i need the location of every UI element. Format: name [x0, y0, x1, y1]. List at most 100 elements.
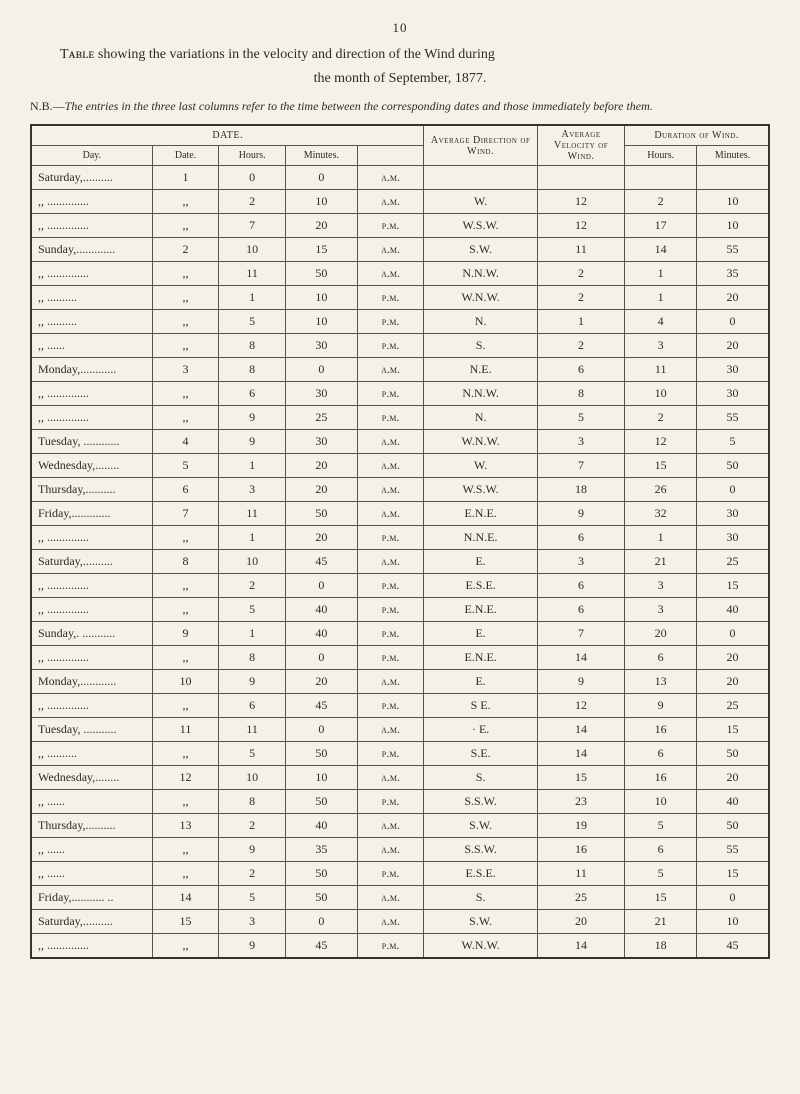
- cell-ampm: p.m.: [357, 286, 424, 310]
- header-avg-direction: Average Direction of Wind.: [424, 125, 537, 166]
- cell-hours: 3: [219, 478, 286, 502]
- cell-ampm: p.m.: [357, 526, 424, 550]
- cell-dur-minutes: 0: [697, 622, 769, 646]
- cell-hours: 1: [219, 526, 286, 550]
- cell-dur-minutes: 40: [697, 598, 769, 622]
- cell-day: Saturday,..........: [31, 910, 152, 934]
- cell-ampm: a.m.: [357, 190, 424, 214]
- header-ampm-blank: [357, 146, 424, 166]
- cell-date: ,,: [152, 694, 219, 718]
- cell-direction: N.: [424, 406, 537, 430]
- cell-dur-hours: 20: [625, 622, 697, 646]
- cell-dur-hours: 16: [625, 718, 697, 742]
- cell-dur-hours: 15: [625, 454, 697, 478]
- table-row: Tuesday, ...........11110a.m.· E.141615: [31, 718, 769, 742]
- cell-date: 1: [152, 166, 219, 190]
- cell-day: ,, ..............: [31, 214, 152, 238]
- cell-day: ,, ..............: [31, 574, 152, 598]
- cell-velocity: 20: [537, 910, 624, 934]
- cell-direction: W.N.W.: [424, 430, 537, 454]
- cell-minutes: 20: [285, 454, 357, 478]
- cell-velocity: 2: [537, 286, 624, 310]
- cell-dur-minutes: 20: [697, 286, 769, 310]
- cell-minutes: 25: [285, 406, 357, 430]
- cell-minutes: 10: [285, 190, 357, 214]
- cell-dur-hours: 3: [625, 598, 697, 622]
- cell-dur-minutes: 20: [697, 766, 769, 790]
- table-row: ,, ..............,,1150a.m.N.N.W.2135: [31, 262, 769, 286]
- cell-velocity: 14: [537, 934, 624, 958]
- cell-date: ,,: [152, 862, 219, 886]
- cell-minutes: 45: [285, 934, 357, 958]
- cell-velocity: 11: [537, 862, 624, 886]
- cell-date: ,,: [152, 742, 219, 766]
- table-row: Friday,.............71150a.m.E.N.E.93230: [31, 502, 769, 526]
- table-row: ,, ..............,,20p.m.E.S.E.6315: [31, 574, 769, 598]
- cell-dur-minutes: 0: [697, 310, 769, 334]
- cell-ampm: p.m.: [357, 574, 424, 598]
- cell-minutes: 0: [285, 358, 357, 382]
- cell-direction: W.S.W.: [424, 214, 537, 238]
- cell-hours: 8: [219, 334, 286, 358]
- cell-hours: 9: [219, 430, 286, 454]
- cell-hours: 2: [219, 862, 286, 886]
- table-row: Wednesday,........5120a.m.W.71550: [31, 454, 769, 478]
- cell-ampm: p.m.: [357, 646, 424, 670]
- cell-date: ,,: [152, 214, 219, 238]
- table-row: ,, ..............,,925p.m.N.5255: [31, 406, 769, 430]
- cell-dur-hours: 5: [625, 862, 697, 886]
- cell-dur-hours: 17: [625, 214, 697, 238]
- cell-dur-minutes: 35: [697, 262, 769, 286]
- cell-dur-hours: 11: [625, 358, 697, 382]
- cell-velocity: 2: [537, 334, 624, 358]
- cell-hours: 2: [219, 190, 286, 214]
- cell-hours: 11: [219, 718, 286, 742]
- cell-dur-minutes: 5: [697, 430, 769, 454]
- cell-direction: S.S.W.: [424, 838, 537, 862]
- cell-direction: · E.: [424, 718, 537, 742]
- cell-date: 5: [152, 454, 219, 478]
- cell-minutes: 20: [285, 670, 357, 694]
- cell-date: ,,: [152, 598, 219, 622]
- cell-dur-hours: 10: [625, 382, 697, 406]
- cell-hours: 8: [219, 646, 286, 670]
- cell-hours: 1: [219, 622, 286, 646]
- cell-direction: S.S.W.: [424, 790, 537, 814]
- cell-minutes: 0: [285, 166, 357, 190]
- cell-minutes: 35: [285, 838, 357, 862]
- cell-dur-minutes: 55: [697, 238, 769, 262]
- cell-hours: 0: [219, 166, 286, 190]
- cell-hours: 2: [219, 574, 286, 598]
- cell-ampm: p.m.: [357, 934, 424, 958]
- cell-direction: S.: [424, 766, 537, 790]
- cell-direction: [424, 166, 537, 190]
- cell-hours: 11: [219, 502, 286, 526]
- cell-dur-hours: 26: [625, 478, 697, 502]
- cell-ampm: a.m.: [357, 502, 424, 526]
- nb-line: N.B.—The entries in the three last colum…: [30, 99, 770, 114]
- cell-day: Tuesday, ...........: [31, 718, 152, 742]
- cell-dur-hours: 16: [625, 766, 697, 790]
- cell-direction: N.N.W.: [424, 262, 537, 286]
- cell-velocity: 12: [537, 190, 624, 214]
- cell-dur-hours: 21: [625, 550, 697, 574]
- table-row: Friday,........... ..14550a.m.S.25150: [31, 886, 769, 910]
- cell-dur-minutes: 20: [697, 646, 769, 670]
- cell-velocity: 14: [537, 646, 624, 670]
- cell-dur-minutes: 30: [697, 526, 769, 550]
- cell-velocity: 12: [537, 694, 624, 718]
- cell-dur-hours: 1: [625, 262, 697, 286]
- cell-minutes: 15: [285, 238, 357, 262]
- cell-dur-minutes: 0: [697, 478, 769, 502]
- cell-dur-minutes: 10: [697, 214, 769, 238]
- cell-date: 2: [152, 238, 219, 262]
- cell-minutes: 20: [285, 526, 357, 550]
- cell-minutes: 40: [285, 622, 357, 646]
- cell-day: ,, ......: [31, 862, 152, 886]
- cell-hours: 9: [219, 670, 286, 694]
- cell-direction: S.: [424, 334, 537, 358]
- cell-dur-minutes: 20: [697, 670, 769, 694]
- header-hours: Hours.: [219, 146, 286, 166]
- cell-velocity: 18: [537, 478, 624, 502]
- cell-ampm: a.m.: [357, 910, 424, 934]
